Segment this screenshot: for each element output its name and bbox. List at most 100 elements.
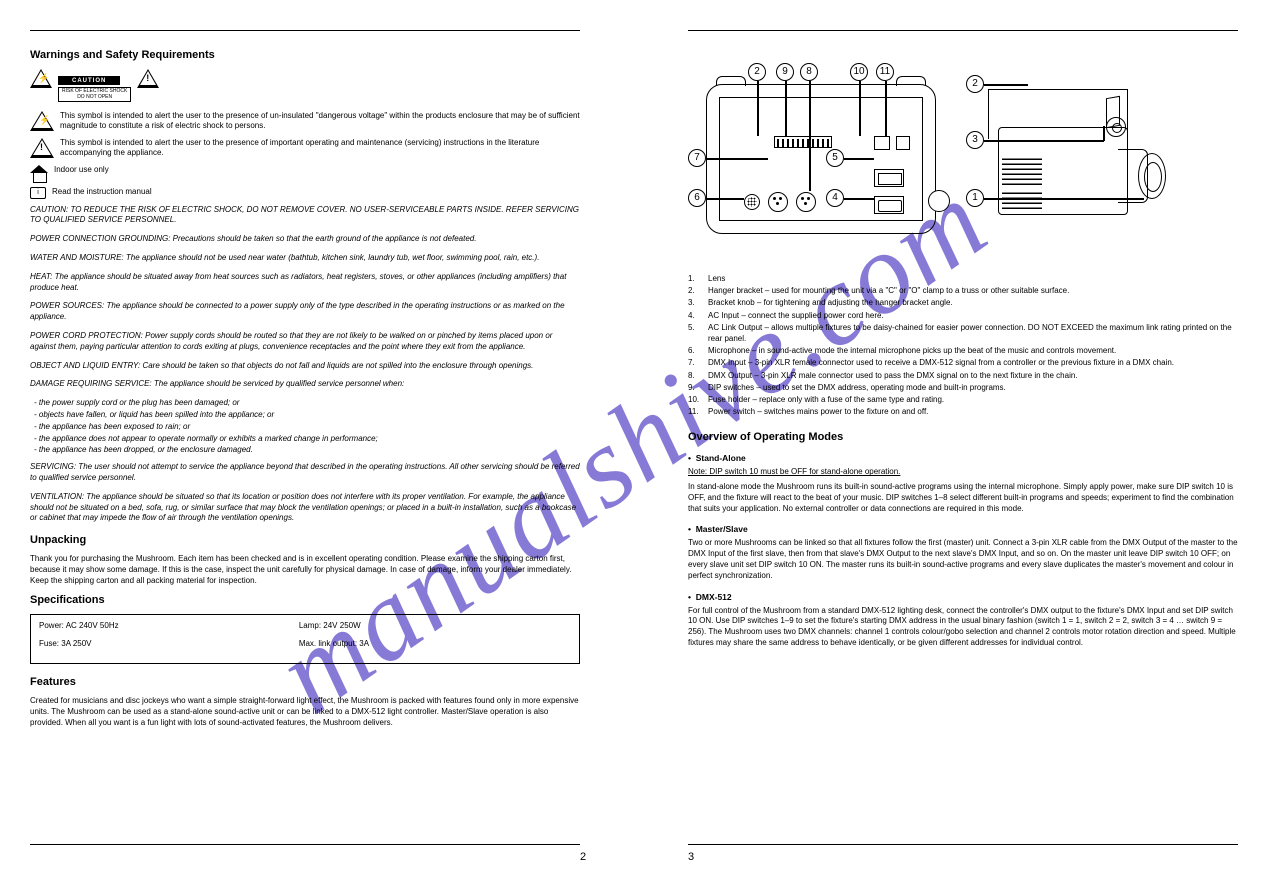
callout-4: 4: [826, 189, 844, 207]
heading-standalone: • Stand-Alone: [688, 453, 1238, 463]
power-paragraph: POWER SOURCES: The appliance should be c…: [30, 301, 580, 323]
caution-box-line2: DO NOT OPEN: [77, 94, 112, 100]
spec-value: 3A 250V: [61, 639, 91, 648]
xlr-in-icon: [768, 192, 788, 212]
callout-8: 8: [800, 63, 818, 81]
object-paragraph: OBJECT AND LIQUID ENTRY: Care should be …: [30, 361, 580, 372]
iec-in-icon: [874, 196, 904, 214]
damage-item: - the appliance has been exposed to rain…: [30, 422, 580, 433]
heat-paragraph: HEAT: The appliance should be situated a…: [30, 272, 580, 294]
warning-text-excl: This symbol is intended to alert the use…: [60, 138, 580, 159]
list-item: 9.DIP switches – used to set the DMX add…: [688, 382, 1238, 393]
heading-features: Features: [30, 676, 580, 688]
callout-1: 1: [966, 189, 984, 207]
callout-11: 11: [876, 63, 894, 81]
caution-label: CAUTION: [58, 76, 120, 85]
servicing-paragraph: SERVICING: The user should not attempt t…: [30, 462, 580, 484]
list-item: 6.Microphone – in sound-active mode the …: [688, 345, 1238, 356]
callout-2b: 2: [966, 75, 984, 93]
damage-item: - the power supply cord or the plug has …: [30, 398, 580, 409]
callout-9: 9: [776, 63, 794, 81]
heading-masterslave: • Master/Slave: [688, 524, 1238, 534]
page-number-left: 2: [580, 851, 586, 863]
heading-specs: Specifications: [30, 594, 580, 606]
leader: [984, 198, 1144, 200]
side-knob: [928, 190, 950, 212]
component-list: 1.Lens 2.Hanger bracket – used for mount…: [688, 273, 1238, 417]
house-icon: [30, 165, 48, 181]
leader: [844, 198, 874, 200]
top-rule-left: [30, 30, 580, 31]
callout-2: 2: [748, 63, 766, 81]
list-item: 10.Fuse holder – replace only with a fus…: [688, 394, 1238, 405]
spec-label: Power:: [39, 621, 64, 630]
leader: [785, 81, 787, 136]
leader: [844, 158, 874, 160]
list-item: 4.AC Input – connect the supplied power …: [688, 310, 1238, 321]
product-diagram: 2 9 8 10 11 7 6 5 4 2 3 1: [688, 49, 1168, 259]
callout-10: 10: [850, 63, 868, 81]
leader: [809, 81, 811, 191]
bolt-icon: ⚡: [30, 111, 54, 131]
standalone-text: In stand-alone mode the Mushroom runs it…: [688, 482, 1238, 514]
list-item: 7.DMX Input – 3-pin XLR female connector…: [688, 357, 1238, 368]
right-page: 2 9 8 10 11 7 6 5 4 2 3 1: [688, 30, 1238, 657]
manual-icon: i: [30, 187, 46, 199]
leader: [757, 81, 759, 136]
callout-7: 7: [688, 149, 706, 167]
vent-lines: [1002, 155, 1042, 185]
bottom-rule-right: [688, 844, 1238, 845]
caution-plate-row: ⚡ CAUTION RISK OF ELECTRIC SHOCK DO NOT …: [30, 69, 580, 105]
mic-icon: [744, 194, 760, 210]
page-number-right: 3: [688, 851, 694, 863]
side-view-drawing: [988, 89, 1168, 229]
heading-overview: Overview of Operating Modes: [688, 431, 1238, 443]
list-item: 11.Power switch – switches mains power t…: [688, 406, 1238, 417]
grounding-paragraph: POWER CONNECTION GROUNDING: Precautions …: [30, 234, 580, 245]
vent-paragraph: VENTILATION: The appliance should be sit…: [30, 492, 580, 524]
dmx-text: For full control of the Mushroom from a …: [688, 606, 1238, 649]
spec-value: 3A: [359, 639, 369, 648]
lens-drawing: [1138, 153, 1166, 199]
xlr-out-icon: [796, 192, 816, 212]
iec-out-icon: [874, 169, 904, 187]
cord-paragraph: POWER CORD PROTECTION: Power supply cord…: [30, 331, 580, 353]
spec-label: Max. link output:: [299, 639, 357, 648]
leader: [984, 84, 1028, 86]
exclamation-icon: !: [30, 138, 54, 158]
spec-value: AC 240V 50Hz: [66, 621, 119, 630]
left-page: Warnings and Safety Requirements ⚡ CAUTI…: [30, 30, 580, 737]
list-item: 8.DMX Output – 3-pin XLR male connector …: [688, 370, 1238, 381]
callout-6: 6: [688, 189, 706, 207]
callout-5: 5: [826, 149, 844, 167]
heading-warnings: Warnings and Safety Requirements: [30, 49, 580, 61]
damage-item: - the appliance has been dropped, or the…: [30, 445, 580, 456]
leader: [706, 198, 744, 200]
bottom-rule-left: [30, 844, 580, 845]
unpacking-text: Thank you for purchasing the Mushroom. E…: [30, 554, 580, 586]
warning-text-manual: Read the instruction manual: [52, 187, 152, 197]
list-item: 5.AC Link Output – allows multiple fixtu…: [688, 322, 1238, 344]
bolt-icon: ⚡: [30, 69, 52, 88]
leader: [706, 158, 768, 160]
leader: [1103, 126, 1105, 141]
fuse-icon: [896, 136, 910, 150]
caution-paragraph: CAUTION: TO REDUCE THE RISK OF ELECTRIC …: [30, 205, 580, 227]
leader: [984, 140, 1104, 142]
spec-value: 24V 250W: [323, 621, 360, 630]
damage-item: - the appliance does not appear to opera…: [30, 434, 580, 445]
masterslave-text: Two or more Mushrooms can be linked so t…: [688, 538, 1238, 581]
leader: [885, 81, 887, 136]
list-item: 2.Hanger bracket – used for mounting the…: [688, 285, 1238, 296]
top-rule-right: [688, 30, 1238, 31]
damage-paragraph: DAMAGE REQUIRING SERVICE: The appliance …: [30, 379, 580, 390]
switch-icon: [874, 136, 890, 150]
warning-text-bolt: This symbol is intended to alert the use…: [60, 111, 580, 132]
list-item: 3.Bracket knob – for tightening and adju…: [688, 297, 1238, 308]
warning-text-indoor: Indoor use only: [54, 165, 109, 175]
list-item: 1.Lens: [688, 273, 1238, 284]
exclamation-icon: !: [137, 69, 159, 88]
damage-item: - objects have fallen, or liquid has bee…: [30, 410, 580, 421]
caution-box: RISK OF ELECTRIC SHOCK DO NOT OPEN: [58, 87, 131, 102]
standalone-note: Note: DIP switch 10 must be OFF for stan…: [688, 467, 1238, 478]
